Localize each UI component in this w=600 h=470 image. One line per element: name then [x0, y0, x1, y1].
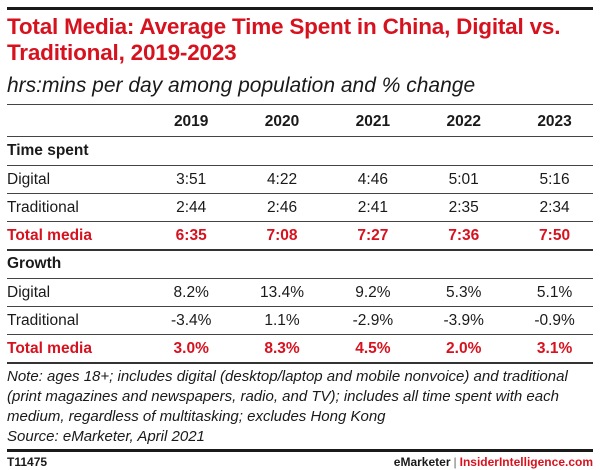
row-label: Digital: [7, 284, 51, 301]
divider: [7, 136, 593, 137]
divider: [7, 306, 593, 307]
cell: 9.2%: [355, 284, 391, 301]
row-label: Traditional: [7, 199, 79, 216]
footer-brand: eMarketer | InsiderIntelligence.com: [394, 455, 593, 469]
row-label: Traditional: [7, 312, 79, 329]
section-header: Growth: [7, 250, 600, 278]
cell: 2:34: [539, 199, 570, 216]
column-header: 2019: [173, 113, 209, 130]
row-label: Total media: [7, 227, 92, 244]
table-row: Traditional -3.4% 1.1% -2.9% -3.9% -0.9%: [7, 307, 600, 335]
cell: 8.3%: [264, 340, 300, 357]
cell: 5.3%: [446, 284, 482, 301]
divider: [7, 278, 593, 279]
cell: 3.1%: [536, 340, 573, 357]
note-text: Note: ages 18+; includes digital (deskto…: [7, 368, 568, 425]
cell: -0.9%: [534, 312, 575, 329]
chart-title: Total Media: Average Time Spent in China…: [7, 14, 561, 65]
cell: 4:46: [357, 171, 388, 188]
divider: [7, 221, 593, 222]
cell: 7:50: [539, 227, 571, 244]
cell: 3.0%: [173, 340, 209, 357]
table-row-total: Total media 6:35 7:08 7:27 7:36 7:50: [7, 222, 600, 250]
cell: 5.1%: [536, 284, 573, 301]
cell: 13.4%: [260, 284, 304, 301]
brand-separator: |: [453, 455, 457, 469]
table-row-total: Total media 3.0% 8.3% 4.5% 2.0% 3.1%: [7, 335, 600, 363]
cell: 6:35: [175, 227, 207, 244]
chart-subtitle: hrs:mins per day among population and % …: [7, 74, 476, 97]
section-label: Time spent: [7, 142, 89, 159]
cell: 2:41: [357, 199, 388, 216]
cell: 2:46: [266, 199, 298, 216]
cell: 2.0%: [446, 340, 482, 357]
table-row: Digital 3:51 4:22 4:46 5:01 5:16: [7, 166, 600, 194]
brand-site: InsiderIntelligence.com: [459, 455, 593, 469]
cell: -3.4%: [170, 312, 212, 329]
cell: 4:22: [266, 171, 298, 188]
cell: -2.9%: [352, 312, 394, 329]
cell: 2:35: [448, 199, 479, 216]
footnote: Note: ages 18+; includes digital (deskto…: [7, 367, 597, 447]
table-row: Digital 8.2% 13.4% 9.2% 5.3% 5.1%: [7, 279, 600, 307]
row-label: Digital: [7, 171, 51, 188]
cell: 7:08: [266, 227, 298, 244]
cell: 2:44: [176, 199, 207, 216]
column-header: 2021: [355, 113, 391, 130]
top-rule: [7, 7, 593, 10]
source-text: Source: eMarketer, April 2021: [7, 428, 205, 445]
cell: 7:27: [357, 227, 389, 244]
divider: [7, 165, 593, 166]
cell: -3.9%: [443, 312, 484, 329]
column-header: 2022: [446, 113, 481, 130]
cell: 4.5%: [355, 340, 391, 357]
divider: [7, 362, 593, 364]
column-header: 2020: [264, 113, 300, 130]
chart-id: T11475: [7, 455, 48, 469]
divider: [7, 193, 593, 194]
cell: 5:16: [539, 171, 570, 188]
cell: 1.1%: [264, 312, 300, 329]
divider: [7, 104, 593, 105]
row-label: Total media: [7, 340, 92, 357]
divider: [7, 334, 593, 335]
brand-name: eMarketer: [393, 455, 451, 469]
cell: 7:36: [448, 227, 480, 244]
cell: 3:51: [176, 171, 207, 188]
divider: [7, 249, 593, 251]
bottom-rule: [7, 449, 593, 452]
section-label: Growth: [7, 255, 62, 272]
table-row: Traditional 2:44 2:46 2:41 2:35 2:34: [7, 194, 600, 222]
cell: 8.2%: [173, 284, 209, 301]
table-header-row: 2019 2020 2021 2022 2023: [7, 108, 600, 136]
cell: 5:01: [448, 171, 479, 188]
section-header: Time spent: [7, 137, 600, 165]
column-header: 2023: [537, 113, 572, 130]
